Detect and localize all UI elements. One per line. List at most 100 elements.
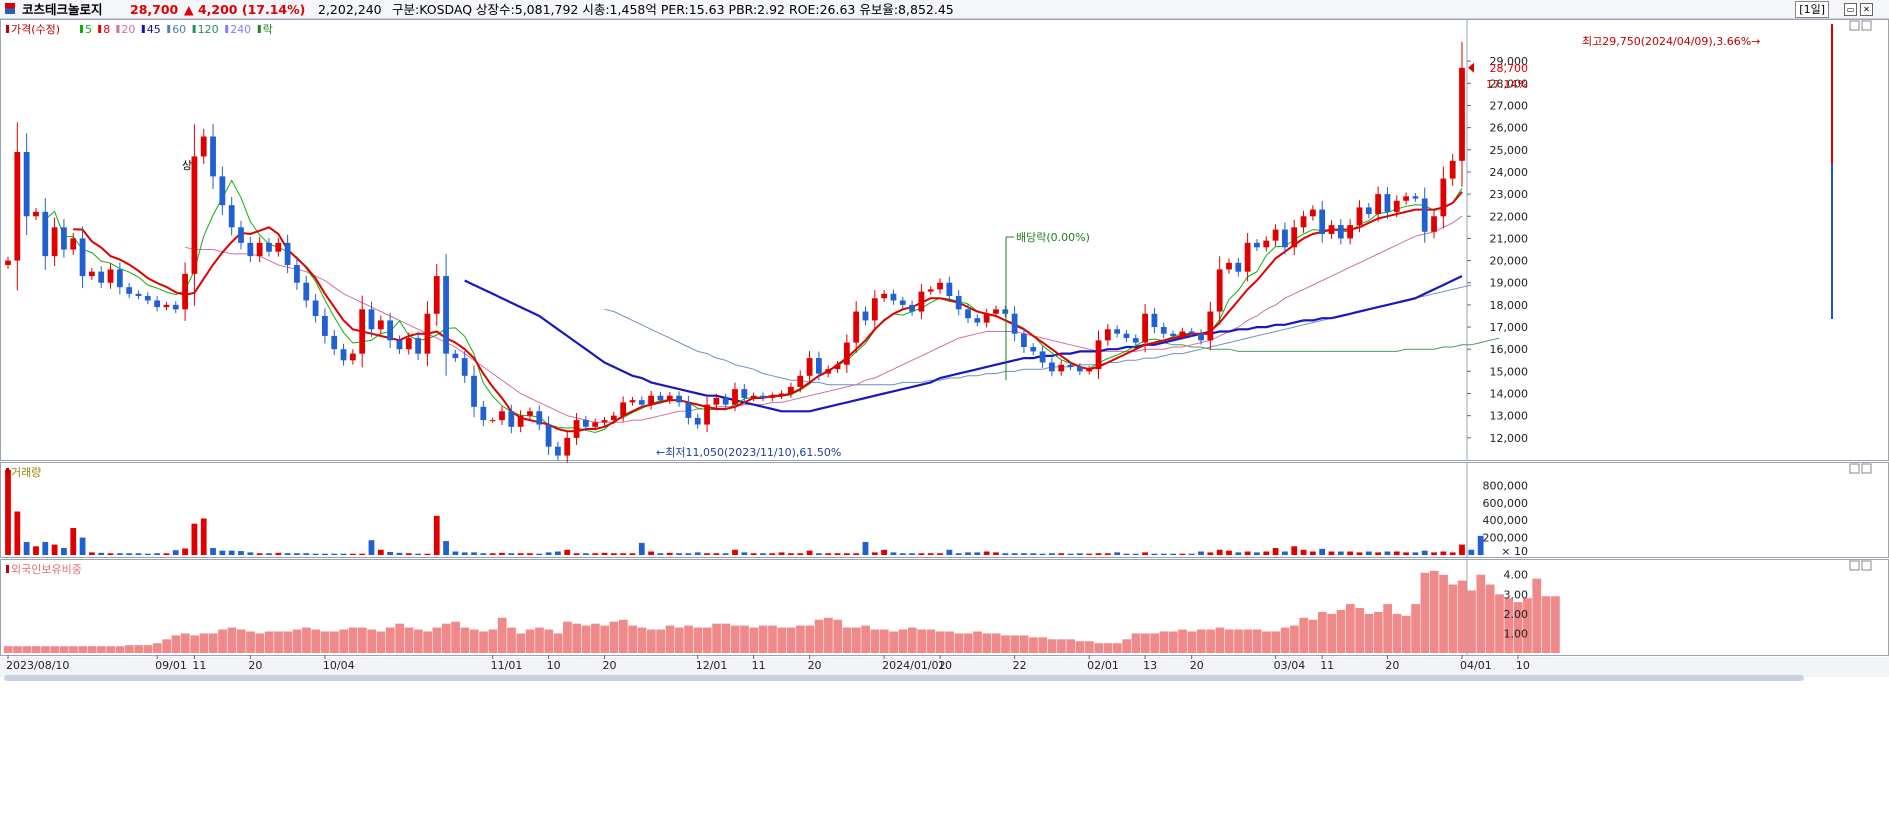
candle-body [247, 242, 254, 257]
foreign-ratio-bar [1504, 598, 1514, 653]
volume-bar [955, 553, 962, 555]
volume-bar [1039, 553, 1046, 555]
candle-body [340, 349, 347, 361]
legend-swatch [167, 25, 171, 33]
x-tick-label: 03/04 [1274, 659, 1306, 672]
foreign-ratio-bar [507, 627, 516, 653]
legend-item: 120 [198, 23, 219, 36]
x-tick-label: 20 [1385, 659, 1399, 672]
volume-bar [322, 553, 328, 555]
candle-body [1319, 209, 1326, 234]
foreign-ratio-bar [646, 629, 656, 653]
volume-bar [489, 553, 496, 555]
foreign-ratio-bar [1280, 627, 1290, 653]
candle-body [601, 420, 608, 423]
foreign-ratio-bar [1019, 635, 1029, 653]
x-tick-label: 11/01 [491, 659, 523, 672]
foreign-ratio-bar [553, 633, 563, 653]
volume-bar [1375, 552, 1382, 555]
volume-bar [238, 551, 244, 555]
candle-body [1337, 225, 1344, 239]
candle-body [732, 389, 738, 405]
volume-bar [760, 553, 766, 555]
minimize-icon[interactable]: ▭ [1844, 3, 1857, 16]
volume-bar [517, 553, 524, 555]
foreign-ratio-bar [171, 635, 181, 653]
candle-body [396, 340, 403, 350]
candle-body [1170, 333, 1176, 336]
foreign-ratio-bar [1103, 643, 1113, 653]
volume-bar [266, 553, 272, 555]
volume-bar [144, 553, 151, 555]
candle-body [843, 342, 850, 365]
candle-body [1356, 207, 1363, 226]
volume-bar [1403, 552, 1409, 555]
price-tick-label: 13,000 [1490, 410, 1529, 423]
volume-bar [275, 552, 282, 555]
foreign-ratio-bar [423, 631, 432, 653]
candle-body [573, 420, 580, 438]
ma120-line [1163, 337, 1500, 352]
period-selector[interactable]: [1일] [1795, 1, 1829, 18]
foreign-ratio-bar [1271, 631, 1281, 653]
close-icon[interactable]: ✕ [1860, 3, 1873, 16]
foreign-ratio-bar [572, 623, 582, 653]
x-tick-label: 2023/08/10 [6, 659, 69, 672]
candle-body [452, 353, 459, 359]
candle-body [200, 136, 207, 157]
foreign-ratio-bar [106, 646, 116, 653]
candle-body [825, 369, 832, 374]
candle-body [694, 417, 701, 425]
foreign-ratio-bar [535, 627, 544, 653]
price-tick-label: 14,000 [1490, 388, 1529, 401]
foreign-ratio-bar [1215, 627, 1225, 653]
candle-body [1058, 364, 1065, 372]
volume-bar [610, 553, 617, 555]
volume-bar [862, 541, 869, 555]
price-tick-label: 26,000 [1490, 122, 1529, 135]
candle-body [275, 242, 282, 252]
foreign-ratio-bar [311, 629, 321, 653]
volume-bar [424, 553, 431, 555]
foreign-ratio-bar [274, 631, 283, 653]
volume-bar [1393, 551, 1400, 555]
volume-bar [1021, 553, 1027, 555]
volume-bar [1291, 546, 1298, 555]
foreign-ratio-bar [1318, 611, 1327, 653]
candle-body [1282, 229, 1288, 248]
volume-bar [890, 552, 897, 555]
foreign-ratio-bar [134, 645, 144, 653]
foreign-tick-label: 4.00 [1504, 569, 1529, 582]
foreign-ratio-bar [1420, 572, 1430, 653]
candle-body [1021, 333, 1027, 347]
candle-body [1421, 198, 1428, 232]
foreign-ratio-bar [1439, 574, 1448, 653]
foreign-ratio-bar [1383, 604, 1392, 653]
volume-bar [918, 553, 925, 555]
panel-minimize-icon [1849, 560, 1860, 571]
foreign-ratio-bar [1485, 584, 1495, 653]
volume-bar [983, 551, 990, 555]
foreign-ratio-bar [786, 627, 796, 653]
foreign-ratio-bar [1150, 633, 1159, 653]
candle-body [657, 395, 664, 401]
ma20-line [184, 215, 1463, 423]
volume-bar [564, 549, 571, 555]
foreign-ratio-bar [833, 619, 843, 653]
volume-bar [499, 552, 505, 555]
trade-volume: 2,202,240 [318, 2, 382, 17]
panel-minimize-icon [1849, 20, 1860, 31]
dividend-annotation: 배당락(0.00%) [1016, 231, 1090, 244]
candle-body [284, 242, 291, 266]
price-tick-label: 17,000 [1490, 321, 1529, 334]
foreign-ratio-bar [674, 627, 684, 653]
foreign-ratio-bar [1075, 641, 1085, 653]
foreign-panel-title: 외국인보유비중 [11, 563, 82, 576]
candle-body [946, 282, 953, 297]
volume-bar [1356, 552, 1363, 555]
stock-chart[interactable]: 12,000 13,000 14,000 15,000 16,000 17,000 18,0… [0, 19, 1889, 826]
foreign-ratio-bar [963, 633, 973, 653]
foreign-ratio-bar [740, 625, 749, 653]
volume-bar [331, 553, 338, 555]
volume-bar [135, 553, 142, 555]
